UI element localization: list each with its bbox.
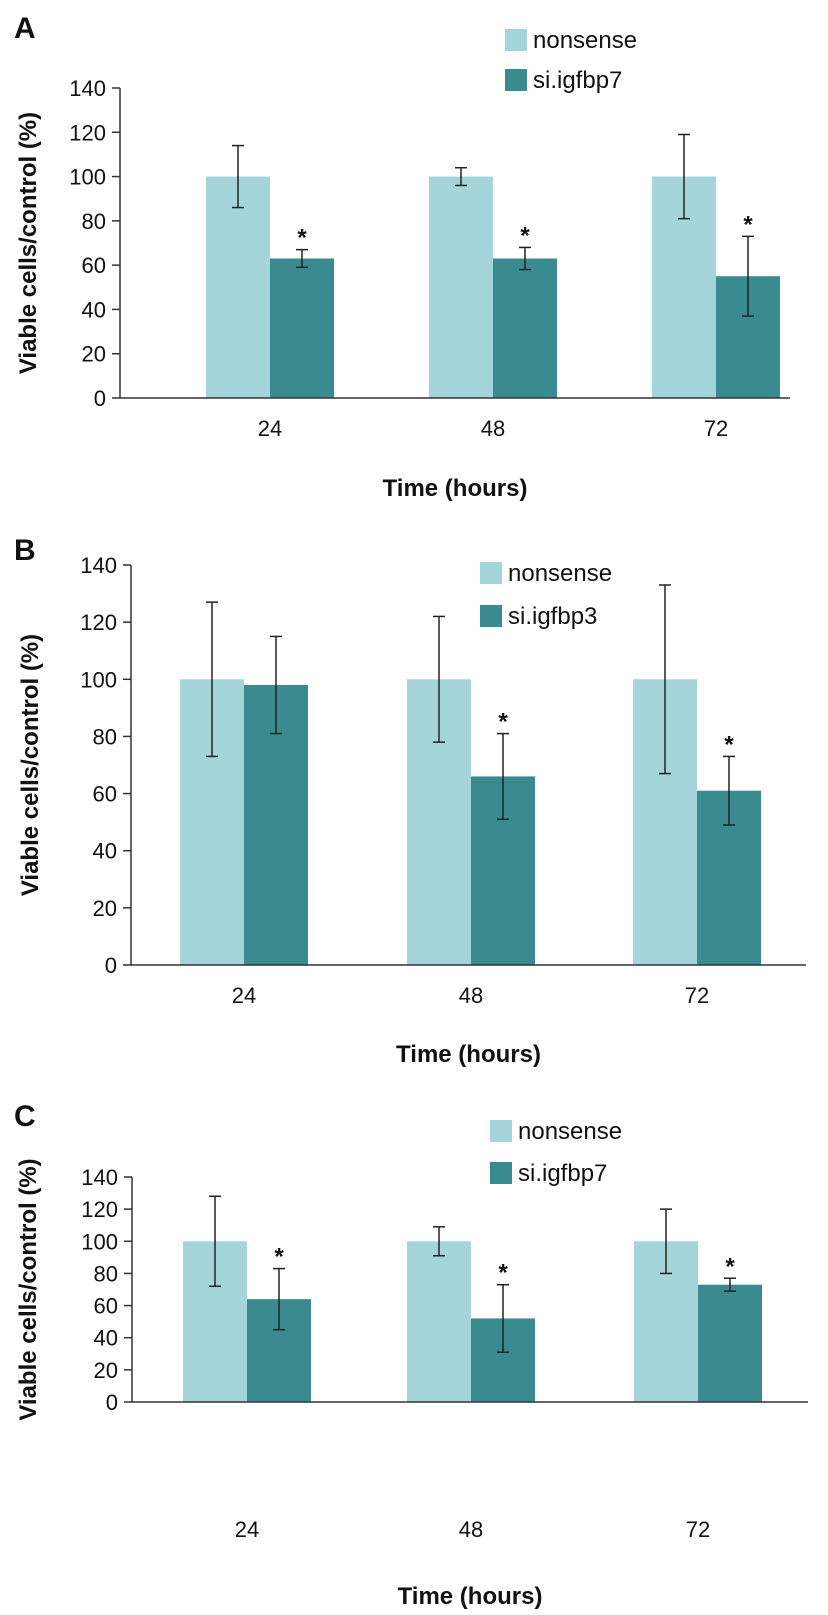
legend-swatch [490, 1162, 512, 1184]
y-tick-label: 40 [94, 1326, 118, 1351]
legend-swatch [490, 1120, 512, 1142]
chart-panel-c: C 0 20 40 60 80 100 120 140 * 24 * 48 * 72 Time (hours)… [14, 1100, 808, 1610]
x-category-label: 48 [481, 416, 505, 441]
y-tick-label: 80 [82, 209, 106, 234]
bar-knockdown [698, 1284, 762, 1402]
y-tick-label: 0 [106, 1390, 118, 1415]
y-tick-label: 100 [81, 1229, 118, 1254]
x-axis-title: Time (hours) [383, 475, 528, 502]
x-category-label: 48 [459, 1517, 483, 1542]
y-tick-label: 20 [93, 896, 117, 921]
significance-marker: * [725, 1253, 735, 1280]
y-tick-label: 80 [93, 724, 117, 749]
legend: nonsense si.igfbp7 [490, 1118, 622, 1187]
panel-letter: A [14, 12, 36, 45]
y-axis-title: Viable cells/control (%) [15, 112, 42, 374]
bar-nonsense [206, 176, 270, 398]
y-tick-label: 100 [69, 165, 106, 190]
significance-marker: * [498, 709, 508, 736]
significance-marker: * [743, 211, 753, 238]
y-tick-label: 120 [80, 610, 117, 635]
bar-nonsense [429, 176, 493, 398]
chart-panel-b: B 0 20 40 60 80 100 120 140 24 * 48 * 72 Time (hours) V… [14, 534, 806, 1068]
legend: nonsense si.igfbp3 [480, 560, 612, 630]
bar-nonsense [407, 1241, 471, 1402]
significance-marker: * [297, 225, 307, 252]
legend-label: si.igfbp7 [518, 1160, 607, 1187]
significance-marker: * [724, 731, 734, 758]
legend-swatch [480, 605, 502, 627]
y-tick-label: 40 [82, 297, 106, 322]
chart-panel-a: A 0 20 40 60 80 100 120 140 * 24 * 48 * 72 Time (hours)… [14, 12, 790, 502]
x-axis-title: Time (hours) [398, 1583, 543, 1610]
legend-label: nonsense [533, 27, 637, 54]
y-tick-label: 20 [82, 342, 106, 367]
y-axis-title: Viable cells/control (%) [15, 1158, 42, 1420]
significance-marker: * [498, 1260, 508, 1287]
legend-swatch [505, 29, 527, 51]
y-tick-label: 80 [94, 1261, 118, 1286]
significance-marker: * [274, 1244, 284, 1271]
legend-label: si.igfbp3 [508, 603, 597, 630]
y-tick-label: 0 [105, 953, 117, 978]
legend-swatch [505, 69, 527, 91]
x-category-label: 72 [685, 983, 709, 1008]
y-tick-label: 120 [69, 120, 106, 145]
x-category-label: 24 [232, 983, 256, 1008]
x-category-label: 24 [235, 1517, 259, 1542]
y-tick-label: 140 [80, 553, 117, 578]
y-tick-label: 20 [94, 1358, 118, 1383]
y-axis-title: Viable cells/control (%) [17, 634, 44, 896]
significance-marker: * [520, 222, 530, 249]
legend-label: nonsense [508, 560, 612, 587]
y-tick-label: 140 [69, 76, 106, 101]
y-tick-label: 0 [94, 386, 106, 411]
panel-letter: B [14, 534, 36, 567]
panel-letter: C [14, 1100, 36, 1133]
legend: nonsense si.igfbp7 [505, 27, 637, 94]
x-category-label: 72 [686, 1517, 710, 1542]
x-axis-title: Time (hours) [396, 1041, 541, 1068]
y-tick-label: 120 [81, 1197, 118, 1222]
y-tick-label: 40 [93, 839, 117, 864]
x-category-label: 72 [704, 416, 728, 441]
y-tick-label: 60 [94, 1294, 118, 1319]
y-tick-label: 100 [80, 667, 117, 692]
y-tick-label: 60 [93, 782, 117, 807]
legend-label: si.igfbp7 [533, 67, 622, 94]
legend-swatch [480, 562, 502, 584]
y-tick-label: 140 [81, 1165, 118, 1190]
bar-knockdown [493, 258, 557, 398]
y-tick-label: 60 [82, 253, 106, 278]
bar-knockdown [270, 258, 334, 398]
x-category-label: 24 [258, 416, 282, 441]
x-category-label: 48 [459, 983, 483, 1008]
legend-label: nonsense [518, 1118, 622, 1145]
